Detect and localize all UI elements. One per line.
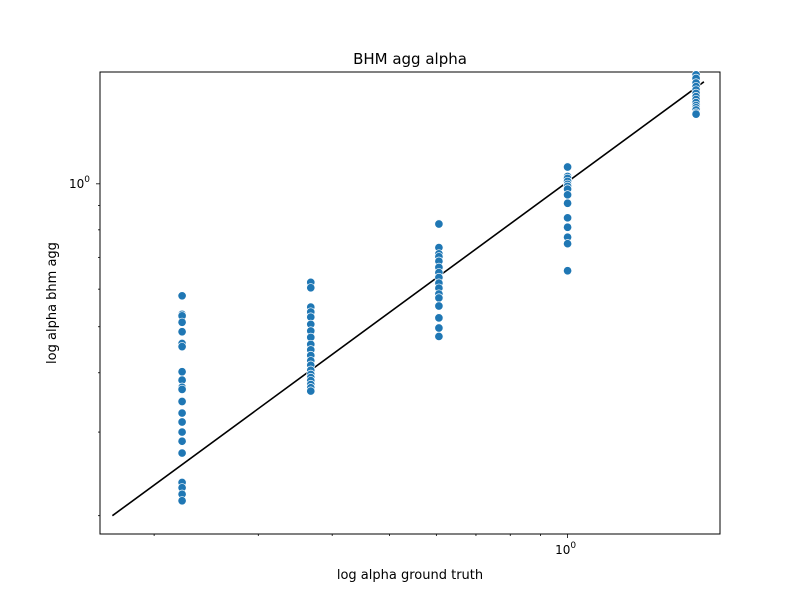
plot-area bbox=[99, 71, 721, 535]
scatter-point bbox=[563, 222, 573, 232]
scatter-point bbox=[177, 327, 187, 337]
scatter-point bbox=[177, 342, 187, 352]
scatter-point bbox=[563, 190, 573, 200]
scatter-point bbox=[691, 109, 701, 119]
data-points bbox=[177, 70, 701, 506]
scatter-point bbox=[306, 283, 316, 293]
scatter-point bbox=[177, 448, 187, 458]
reference-line bbox=[111, 81, 705, 517]
scatter-point bbox=[434, 293, 444, 303]
scatter-point bbox=[434, 301, 444, 311]
scatter-point bbox=[177, 317, 187, 327]
scatter-point bbox=[434, 219, 444, 229]
minor-ticks bbox=[98, 205, 541, 536]
major-ticks: 100 100 bbox=[69, 175, 576, 557]
scatter-point bbox=[177, 496, 187, 506]
scatter-point bbox=[177, 396, 187, 407]
chart-title: BHM agg alpha bbox=[353, 50, 467, 68]
scatter-point bbox=[177, 384, 187, 394]
y-tick-label: 100 bbox=[69, 175, 90, 191]
scatter-point bbox=[563, 198, 573, 208]
scatter-point bbox=[434, 313, 444, 323]
scatter-point bbox=[177, 417, 187, 427]
scatter-point bbox=[434, 323, 444, 333]
reference-line-group bbox=[111, 81, 705, 517]
scatter-point bbox=[177, 367, 187, 377]
scatter-point bbox=[177, 436, 187, 446]
scatter-point bbox=[434, 331, 444, 342]
scatter-point bbox=[563, 266, 573, 276]
scatter-point bbox=[563, 239, 573, 249]
scatter-point bbox=[177, 291, 187, 301]
scatter-point bbox=[563, 213, 573, 223]
scatter-point bbox=[563, 162, 573, 172]
scatter-point bbox=[306, 386, 316, 396]
x-axis-label: log alpha ground truth bbox=[337, 568, 483, 583]
scatter-point bbox=[177, 408, 187, 418]
y-axis-label: log alpha bhm agg bbox=[45, 242, 60, 364]
x-tick-label: 100 bbox=[555, 541, 576, 557]
scatter-point bbox=[177, 427, 187, 437]
